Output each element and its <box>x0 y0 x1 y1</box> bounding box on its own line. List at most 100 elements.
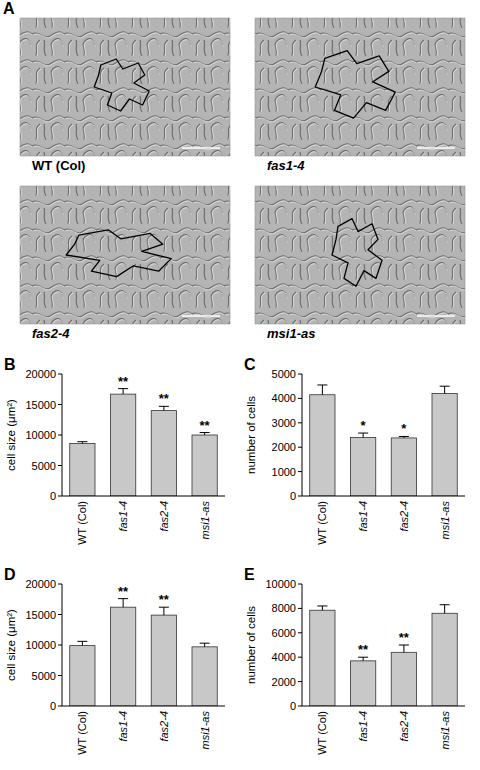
error-bar <box>317 385 327 395</box>
significance: ** <box>118 374 129 389</box>
tick-label: 4000 <box>272 392 296 404</box>
micrograph-caption: fas1-4 <box>267 158 305 173</box>
error-bar <box>200 643 210 647</box>
traced-cell <box>94 59 149 111</box>
error-bar <box>159 406 169 410</box>
micrograph <box>20 186 230 324</box>
bar <box>70 646 95 706</box>
error-bar <box>440 386 450 393</box>
significance: ** <box>200 418 211 433</box>
tick-label: 15000 <box>25 609 56 621</box>
chart-panel: E0200040006000800010000number of cellsWT… <box>244 566 465 755</box>
tick <box>298 447 302 448</box>
x-axis <box>62 496 225 497</box>
micrograph-caption: WT (Col) <box>32 158 85 173</box>
category-label: WT (Col) <box>316 501 328 545</box>
tick <box>298 471 302 472</box>
tick-label: 2000 <box>272 676 296 688</box>
panel-label: C <box>244 356 256 373</box>
error-bar <box>77 641 87 645</box>
tick-label: 0 <box>50 490 56 502</box>
category-label: msi1-as <box>199 711 211 750</box>
tick-label: 3000 <box>272 417 296 429</box>
bar <box>391 438 416 496</box>
error-bar <box>440 605 450 614</box>
error-bar <box>358 657 368 661</box>
axis-title: cell size (μm²) <box>5 399 17 471</box>
tick-label: 10000 <box>25 429 56 441</box>
category-label: fas1-4 <box>357 711 369 742</box>
error-bar <box>118 389 128 394</box>
bars <box>310 385 458 496</box>
tick <box>298 657 302 658</box>
tick-label: 6000 <box>272 627 296 639</box>
scale-bar <box>417 315 455 317</box>
error-bar <box>399 436 409 437</box>
significance: * <box>401 421 407 436</box>
bar <box>432 613 457 706</box>
error-bar <box>399 645 409 652</box>
tick <box>298 496 302 497</box>
tick-label: 5000 <box>32 670 56 682</box>
tick <box>298 608 302 609</box>
error-bar <box>358 433 368 437</box>
chart-panel: C010002000300040005000number of cellsWT … <box>244 356 465 545</box>
y-axis <box>62 584 63 706</box>
tick <box>58 645 62 646</box>
y-axis <box>302 584 303 706</box>
tick <box>58 675 62 676</box>
tick-label: 20000 <box>25 368 56 380</box>
error-bar <box>77 442 87 444</box>
tick-label: 5000 <box>272 368 296 380</box>
scale-bar <box>417 147 455 149</box>
tick <box>298 398 302 399</box>
bar <box>110 607 135 706</box>
tick <box>58 496 62 497</box>
tick-label: 10000 <box>25 639 56 651</box>
tick <box>298 584 302 585</box>
bars <box>310 605 458 706</box>
micrograph-caption: msi1-as <box>267 326 315 341</box>
bar <box>110 394 135 496</box>
tick-label: 5000 <box>32 460 56 472</box>
error-bar <box>159 607 169 615</box>
category-label: fas2-4 <box>158 711 170 742</box>
figure: AWT (Col)fas1-4fas2-4msi1-asB05000100001… <box>0 0 480 770</box>
axis-title: number of cells <box>245 606 257 684</box>
significance: ** <box>118 584 129 599</box>
tick-label: 20000 <box>25 578 56 590</box>
y-axis <box>302 374 303 496</box>
category-label: WT (Col) <box>76 711 88 755</box>
bar <box>192 647 217 706</box>
tick <box>298 706 302 707</box>
tick-label: 2000 <box>272 441 296 453</box>
x-axis <box>302 496 465 497</box>
micrograph <box>20 18 230 156</box>
bars <box>70 599 218 706</box>
significance: ** <box>159 391 170 406</box>
tick <box>298 681 302 682</box>
tick <box>58 404 62 405</box>
error-bar <box>317 606 327 610</box>
traced-cell <box>315 51 395 119</box>
error-bar <box>200 433 210 435</box>
significance: * <box>361 418 367 433</box>
tick <box>58 465 62 466</box>
panel-label: B <box>4 356 16 373</box>
micrograph <box>255 186 465 324</box>
tick <box>58 435 62 436</box>
tick-label: 1000 <box>272 466 296 478</box>
tick-label: 0 <box>50 700 56 712</box>
panel-label: A <box>3 0 15 17</box>
tick <box>298 374 302 375</box>
tick-label: 0 <box>290 700 296 712</box>
significance: ** <box>358 642 369 657</box>
bar <box>350 661 375 706</box>
category-label: msi1-as <box>199 501 211 540</box>
category-label: fas1-4 <box>117 501 129 532</box>
bar <box>350 437 375 496</box>
tick <box>58 614 62 615</box>
bar <box>310 395 335 496</box>
panel-label: E <box>244 566 255 583</box>
category-label: WT (Col) <box>76 501 88 545</box>
